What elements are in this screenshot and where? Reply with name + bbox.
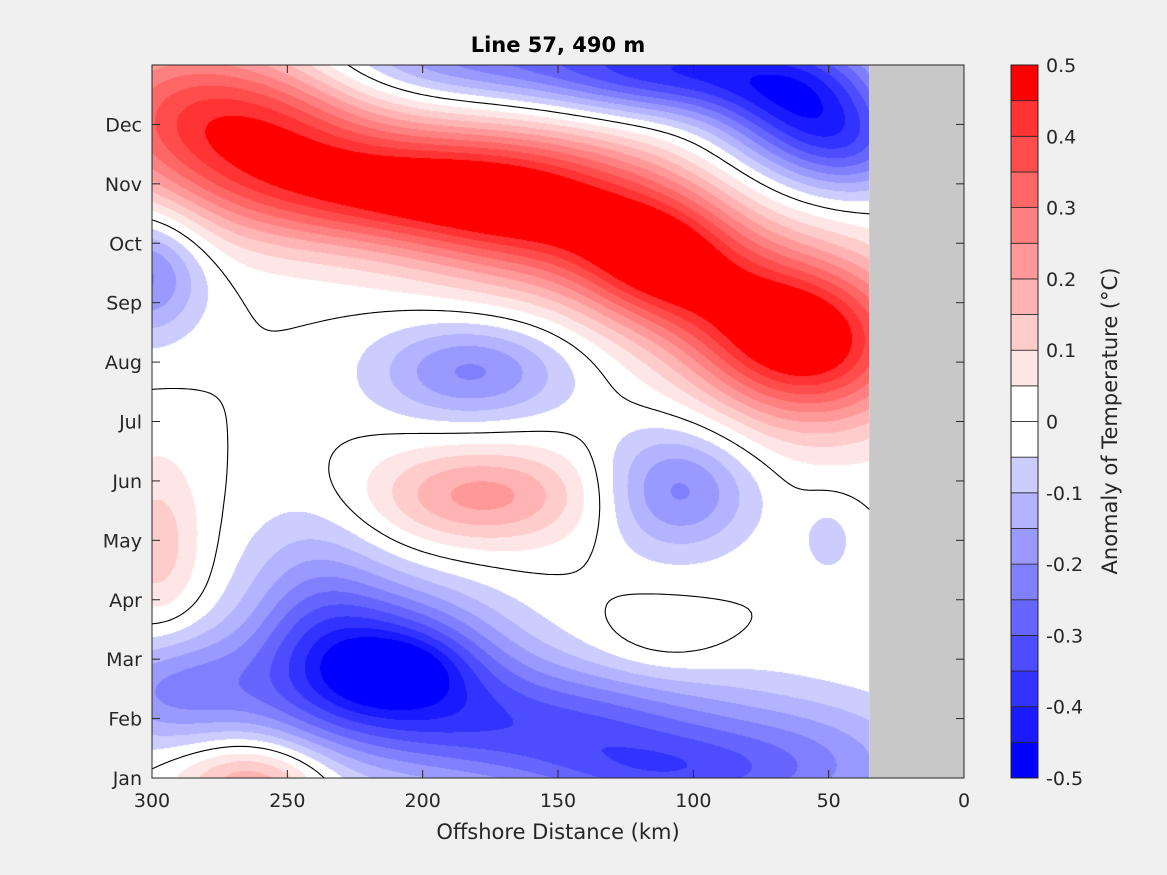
colorbar-box (1010, 64, 1039, 779)
colorbar-band (1010, 135, 1039, 173)
y-tick-label: Jun (111, 471, 142, 493)
colorbar-band (1010, 207, 1039, 244)
contour-fill-raster (152, 65, 869, 778)
x-tick-label: 200 (405, 790, 441, 812)
contour-line-zero (151, 64, 870, 779)
y-tick-label: Apr (109, 590, 142, 612)
colorbar-band (1010, 349, 1039, 387)
colorbar: 0.5 0.4 0.3 0.2 0.1 0 -0.1 -0.2 -0.3 -0.4 -0.5 Ano… (1010, 55, 1122, 790)
colorbar-band (1010, 456, 1039, 494)
plot-area: 300 250 200 150 100 50 0 Jan Feb Mar Apr May Jun Jul… (103, 64, 970, 812)
colorbar-tick-label: -0.1 (1046, 483, 1083, 505)
y-tick-label: Oct (109, 233, 142, 255)
colorbar-tick-label: -0.2 (1046, 554, 1083, 576)
colorbar-tick-label: 0 (1046, 412, 1058, 434)
x-tick-label: 50 (817, 790, 841, 812)
colorbar-tick-label: 0.2 (1046, 269, 1076, 291)
colorbar-label: Anomaly of Temperature (°C) (1098, 268, 1122, 575)
colorbar-band (1010, 670, 1039, 708)
no-data-region (869, 65, 964, 778)
y-tick-label: Sep (106, 293, 142, 315)
filled-contours (152, 65, 869, 778)
y-tick-label: Aug (105, 352, 142, 374)
colorbar-tick-label: 0.4 (1046, 126, 1076, 148)
colorbar-band (1010, 171, 1039, 208)
y-tick-label: Mar (106, 649, 142, 671)
colorbar-band (1010, 421, 1039, 458)
y-axis: Jan Feb Mar Apr May Jun Jul Aug Sep Oct Nov Dec (103, 114, 964, 790)
colorbar-ticks: 0.5 0.4 0.3 0.2 0.1 0 -0.1 -0.2 -0.3 -0.4 -0.5 (1046, 55, 1083, 790)
colorbar-tick-label: 0.5 (1046, 55, 1076, 77)
colorbar-band (1010, 599, 1039, 636)
colorbar-tick-label: 0.3 (1046, 198, 1076, 220)
colorbar-band (1010, 741, 1039, 779)
x-axis: 300 250 200 150 100 50 0 (134, 65, 970, 812)
y-tick-label: Dec (105, 114, 142, 136)
colorbar-tick-label: -0.4 (1046, 697, 1083, 719)
colorbar-band (1010, 385, 1039, 422)
colorbar-band (1010, 635, 1039, 672)
colorbar-band (1010, 528, 1039, 565)
x-tick-label: 0 (958, 790, 970, 812)
colorbar-band (1010, 492, 1039, 529)
x-tick-label: 150 (540, 790, 576, 812)
colorbar-band (1010, 278, 1039, 315)
colorbar-band (1010, 242, 1039, 280)
colorbar-band (1010, 100, 1039, 137)
chart-title: Line 57, 490 m (471, 33, 646, 57)
y-tick-label: Jan (112, 768, 142, 790)
colorbar-tick-label: -0.5 (1046, 768, 1083, 790)
y-tick-label: Nov (105, 174, 142, 196)
y-tick-label: May (103, 530, 142, 552)
colorbar-band (1010, 64, 1039, 102)
colorbar-bands (1010, 64, 1039, 779)
colorbar-tick-label: -0.3 (1046, 625, 1083, 647)
zero-contour-lines (151, 64, 870, 779)
colorbar-band (1010, 706, 1039, 743)
colorbar-band (1010, 563, 1039, 601)
colorbar-tick-label: 0.1 (1046, 340, 1076, 362)
x-tick-label: 250 (269, 790, 305, 812)
x-tick-label: 100 (675, 790, 711, 812)
x-axis-label: Offshore Distance (km) (436, 820, 679, 844)
x-tick-label: 300 (134, 790, 170, 812)
y-tick-label: Feb (108, 709, 142, 731)
y-tick-label: Jul (118, 412, 142, 434)
colorbar-band (1010, 314, 1039, 351)
